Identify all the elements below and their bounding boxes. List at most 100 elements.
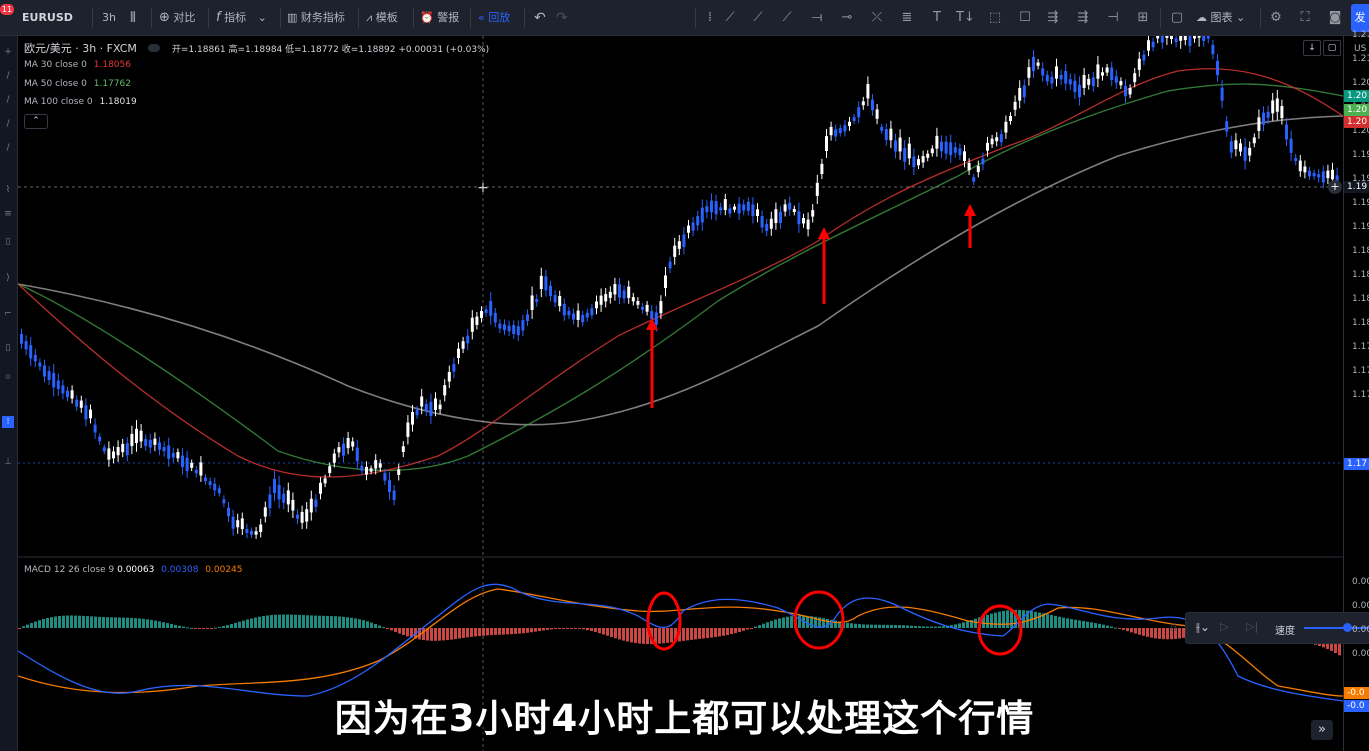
divider bbox=[151, 8, 152, 28]
candle-body bbox=[342, 443, 345, 456]
macd-histogram-bar bbox=[734, 628, 737, 634]
macd-line-value: 0.00308 bbox=[161, 565, 199, 575]
extended-line-icon[interactable]: ⟋ bbox=[782, 10, 792, 25]
line-tool-icon[interactable]: / bbox=[6, 95, 10, 105]
anchored-text-icon[interactable]: T↓ bbox=[956, 10, 975, 25]
candle-body bbox=[654, 312, 658, 325]
candle-body bbox=[319, 482, 322, 494]
measure-icon[interactable]: ≡ bbox=[4, 209, 12, 219]
maximize-pane-icon[interactable]: ▢ bbox=[1323, 40, 1341, 56]
candle-body bbox=[848, 121, 851, 126]
macd-histogram-bar bbox=[1006, 610, 1009, 628]
ray-line-icon[interactable]: ⟋ bbox=[753, 10, 763, 25]
trash-icon[interactable]: ⊥ bbox=[4, 457, 12, 467]
replay-button[interactable]: « 回放 bbox=[478, 0, 510, 36]
ma50-legend[interactable]: MA 50 close 0 1.17762 bbox=[24, 79, 131, 89]
play-icon[interactable]: ▷ bbox=[1220, 620, 1229, 633]
trend-line-icon[interactable]: ⟋ bbox=[725, 10, 735, 25]
dots-handle-icon[interactable]: ⁞ bbox=[707, 10, 713, 25]
magnet-icon[interactable]: ▯ bbox=[5, 343, 11, 353]
chart-crosshair bbox=[18, 36, 1343, 751]
redo-icon[interactable]: ↷ bbox=[556, 10, 568, 26]
candle-body bbox=[401, 446, 405, 452]
text-icon[interactable]: T bbox=[933, 10, 941, 25]
ma30-legend[interactable]: MA 30 close 0 1.18056 bbox=[24, 60, 131, 70]
speed-slider[interactable] bbox=[1304, 627, 1369, 629]
collapse-legend-icon[interactable]: ⌃ bbox=[24, 114, 48, 129]
macd-histogram-bar bbox=[642, 628, 645, 644]
line-tool-icon[interactable]: / bbox=[6, 143, 10, 153]
candle-body bbox=[641, 306, 644, 310]
pattern-tool-icon[interactable]: ⌇ bbox=[5, 185, 11, 195]
add-alert-icon[interactable]: + bbox=[1328, 180, 1342, 194]
active-tool-icon[interactable]: ⁝ bbox=[2, 416, 14, 428]
drag-handle-icon[interactable]: ⁞⁞ bbox=[1170, 621, 1177, 634]
expand-panel-icon[interactable]: » bbox=[1311, 720, 1333, 740]
short-position-icon[interactable]: ⇶ bbox=[1077, 10, 1089, 25]
macd-legend[interactable]: MACD 12 26 close 9 0.00063 0.00308 0.002… bbox=[24, 565, 243, 575]
candle-body bbox=[595, 301, 598, 309]
candle-body bbox=[516, 326, 520, 336]
candle-body bbox=[1018, 88, 1022, 101]
cross-line-icon[interactable]: ⤫ bbox=[871, 10, 883, 25]
templates-button[interactable]: ⩘ 模板 bbox=[366, 0, 398, 36]
macd-histogram-bar bbox=[122, 617, 125, 628]
lock-icon[interactable]: ⌾ bbox=[5, 373, 11, 383]
symbol-search[interactable]: EURUSD bbox=[22, 11, 73, 24]
candle-body bbox=[553, 294, 557, 303]
horizontal-line-icon[interactable]: ⟞ bbox=[811, 10, 823, 25]
line-tool-icon[interactable]: / bbox=[6, 119, 10, 129]
chart-canvas[interactable]: + bbox=[18, 36, 1343, 751]
callout-icon[interactable]: ☐ bbox=[1019, 10, 1031, 25]
line-tool-icon[interactable]: / bbox=[6, 71, 10, 81]
alert-button[interactable]: ⏰ 警报 bbox=[420, 0, 459, 36]
publish-button[interactable]: 发 bbox=[1351, 4, 1369, 32]
macd-histogram-bar bbox=[1162, 628, 1165, 640]
fib-icon[interactable]: ⊞ bbox=[1137, 10, 1149, 25]
macd-histogram-bar bbox=[902, 625, 905, 628]
macd-histogram-bar bbox=[494, 628, 497, 635]
macd-histogram-bar bbox=[138, 618, 141, 628]
chart-type-button[interactable]: ☁ 图表 ⌄ bbox=[1196, 0, 1245, 36]
macd-histogram-bar bbox=[206, 628, 209, 629]
ma100-legend[interactable]: MA 100 close 0 1.18019 bbox=[24, 97, 137, 107]
macd-histogram-bar bbox=[1154, 628, 1157, 639]
macd-histogram-bar bbox=[1070, 619, 1073, 628]
macd-histogram-bar bbox=[502, 628, 505, 635]
scroll-to-realtime-icon[interactable]: ↓ bbox=[1303, 40, 1321, 56]
candle-body bbox=[1220, 87, 1224, 101]
macd-histogram-bar bbox=[490, 628, 493, 636]
undo-icon[interactable]: ↶ bbox=[534, 10, 546, 26]
speed-slider-handle[interactable] bbox=[1343, 623, 1352, 632]
candle-body bbox=[871, 99, 874, 111]
gear-icon[interactable]: ⚙ bbox=[1270, 10, 1282, 25]
jump-to-bar-icon[interactable]: ⫲⌄ bbox=[1196, 620, 1210, 634]
macd-histogram-bar bbox=[278, 614, 281, 628]
price-range-icon[interactable]: ⊣ bbox=[1107, 10, 1119, 25]
crosshair-icon[interactable]: + bbox=[4, 47, 12, 57]
macd-histogram-bar bbox=[674, 628, 677, 642]
financials-button[interactable]: ▥ 财务指标 bbox=[287, 0, 345, 36]
rectangle-icon[interactable]: ⬚ bbox=[988, 10, 1002, 25]
macd-histogram-bar bbox=[74, 615, 77, 628]
long-position-icon[interactable]: ⇶ bbox=[1047, 10, 1059, 25]
square-icon[interactable]: ▢ bbox=[1170, 10, 1184, 25]
candle-body bbox=[199, 462, 203, 476]
macd-histogram-bar bbox=[846, 622, 849, 628]
shape-tool-icon[interactable]: ▯ bbox=[5, 237, 11, 247]
eraser-icon[interactable]: ⌐ bbox=[4, 309, 12, 319]
annotations bbox=[646, 204, 1023, 656]
horizontal-ray-icon[interactable]: ⊸ bbox=[841, 10, 853, 25]
step-forward-icon[interactable]: ▷| bbox=[1246, 620, 1259, 633]
brush-icon[interactable]: ⟩ bbox=[6, 273, 10, 283]
fullscreen-icon[interactable]: ⛶ bbox=[1300, 10, 1310, 25]
legend-toggle-icon[interactable] bbox=[148, 44, 161, 52]
interval-selector[interactable]: 3h bbox=[102, 11, 116, 24]
parallel-channel-icon[interactable]: ≣ bbox=[901, 10, 913, 25]
compare-button[interactable]: ⊕ 对比 bbox=[159, 0, 195, 36]
candle-style-icon[interactable]: ⫴ bbox=[130, 10, 136, 26]
macd-histogram-bar bbox=[1022, 610, 1025, 628]
camera-icon[interactable]: ◙ bbox=[1328, 10, 1342, 25]
candle-body bbox=[719, 207, 723, 211]
indicators-button[interactable]: f 指标 ⌄ bbox=[216, 0, 267, 36]
